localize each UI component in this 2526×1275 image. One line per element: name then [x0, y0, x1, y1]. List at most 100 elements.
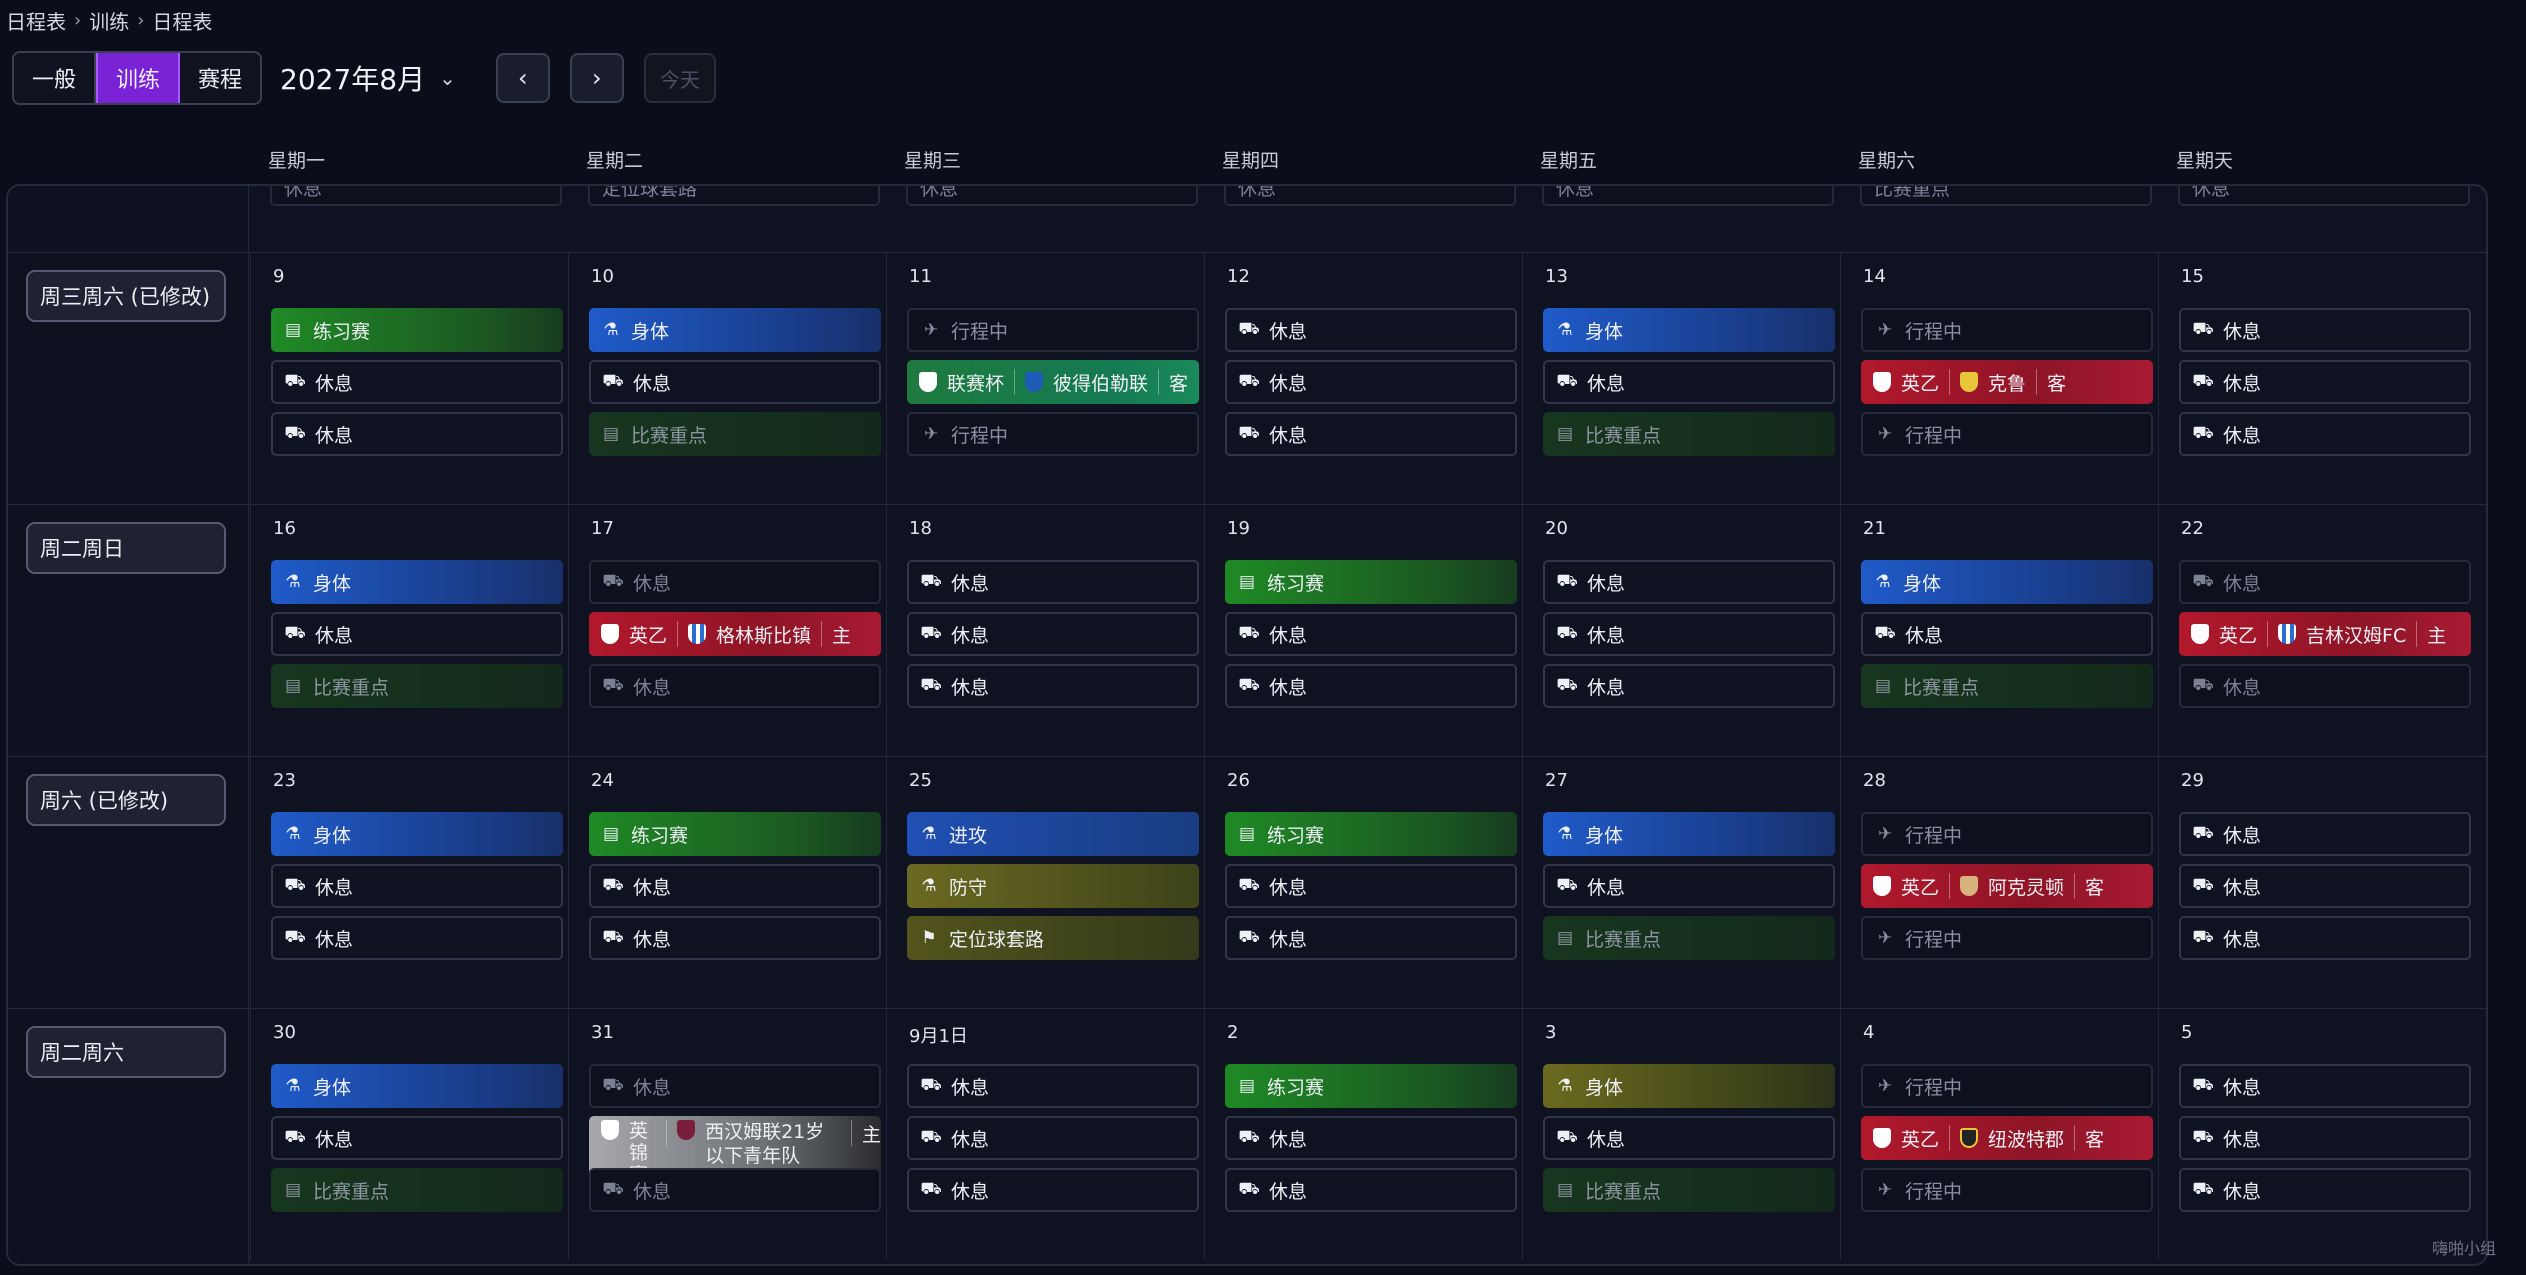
- training-session[interactable]: ✈ 行程中: [1861, 412, 2153, 456]
- training-session[interactable]: ⛟ 休息: [1225, 864, 1517, 908]
- training-session[interactable]: ▤ 练习赛: [1225, 1064, 1517, 1108]
- training-session[interactable]: ✈ 行程中: [1861, 1168, 2153, 1212]
- training-session[interactable]: ⛟ 休息: [907, 1064, 1199, 1108]
- match-event[interactable]: 英乙 克鲁客: [1861, 360, 2153, 404]
- training-session[interactable]: ⛟ 休息: [271, 412, 563, 456]
- training-session[interactable]: ⛟ 休息: [1543, 360, 1835, 404]
- training-session[interactable]: ▤ 练习赛: [1225, 812, 1517, 856]
- training-session[interactable]: ⛟ 休息: [1225, 308, 1517, 352]
- training-session[interactable]: ✈ 行程中: [1861, 308, 2153, 352]
- training-session[interactable]: ⚗ 身体: [1861, 560, 2153, 604]
- training-session[interactable]: ⛟ 休息: [2179, 864, 2471, 908]
- training-session[interactable]: ⚗ 身体: [271, 812, 563, 856]
- training-session[interactable]: ⛟ 休息: [1225, 1168, 1517, 1212]
- day-cell[interactable]: 31⛟休息英锦赛西汉姆联21岁以下青年队主⛟休息: [568, 1008, 887, 1260]
- day-cell[interactable]: 19 ▤ 练习赛 ⛟ 休息 ⛟ 休息: [1204, 504, 1523, 756]
- day-cell[interactable]: 5 ⛟ 休息 ⛟ 休息 ⛟ 休息: [2158, 1008, 2477, 1260]
- training-session[interactable]: ✈ 行程中: [1861, 1064, 2153, 1108]
- day-cell[interactable]: 24 ▤ 练习赛 ⛟ 休息 ⛟ 休息: [568, 756, 887, 1008]
- week-pattern-button[interactable]: 周三周六 (已修改): [26, 270, 226, 322]
- month-selector[interactable]: 2027年8月 ⌄: [280, 58, 456, 98]
- prev-month-button[interactable]: ‹: [495, 53, 550, 103]
- training-session[interactable]: ⛟ 休息: [271, 360, 563, 404]
- day-cell[interactable]: 9 ▤ 练习赛 ⛟ 休息 ⛟ 休息: [250, 252, 569, 504]
- training-session[interactable]: ⛟ 休息: [589, 1168, 881, 1212]
- day-cell[interactable]: 14 ✈ 行程中 英乙 克鲁客 ✈ 行程中: [1840, 252, 2159, 504]
- training-session[interactable]: ⛟ 休息: [1225, 412, 1517, 456]
- event-partial[interactable]: 休息: [270, 186, 562, 206]
- training-session[interactable]: ⚗ 身体: [271, 1064, 563, 1108]
- day-cell[interactable]: 28 ✈ 行程中 英乙 阿克灵顿客 ✈ 行程中: [1840, 756, 2159, 1008]
- breadcrumb-item-training[interactable]: 训练: [89, 10, 130, 34]
- day-cell[interactable]: 18 ⛟ 休息 ⛟ 休息 ⛟ 休息: [886, 504, 1205, 756]
- event-partial[interactable]: 休息: [2178, 186, 2470, 206]
- training-session[interactable]: ▤ 比赛重点: [589, 412, 881, 456]
- training-session[interactable]: ⚗ 身体: [1543, 308, 1835, 352]
- training-session[interactable]: ⛟ 休息: [2179, 560, 2471, 604]
- day-cell[interactable]: 3 ⚗ 身体 ⛟ 休息 ▤ 比赛重点: [1522, 1008, 1841, 1260]
- training-session[interactable]: ⛟ 休息: [271, 916, 563, 960]
- training-session[interactable]: ⛟ 休息: [589, 916, 881, 960]
- week-pattern-button[interactable]: 周二周六: [26, 1026, 226, 1078]
- training-session[interactable]: ⛟ 休息: [907, 1168, 1199, 1212]
- day-cell[interactable]: 23 ⚗ 身体 ⛟ 休息 ⛟ 休息: [250, 756, 569, 1008]
- training-session[interactable]: ⛟ 休息: [2179, 308, 2471, 352]
- day-cell[interactable]: 13 ⚗ 身体 ⛟ 休息 ▤ 比赛重点: [1522, 252, 1841, 504]
- training-session[interactable]: ⛟ 休息: [1225, 360, 1517, 404]
- training-session[interactable]: ⚗ 进攻: [907, 812, 1199, 856]
- training-session[interactable]: ⛟ 休息: [1225, 664, 1517, 708]
- match-event[interactable]: 英乙 纽波特郡客: [1861, 1116, 2153, 1160]
- training-session[interactable]: ⛟ 休息: [589, 664, 881, 708]
- training-session[interactable]: ▤ 比赛重点: [271, 1168, 563, 1212]
- training-session[interactable]: ✈ 行程中: [1861, 916, 2153, 960]
- training-session[interactable]: ⛟ 休息: [1543, 864, 1835, 908]
- week-pattern-button[interactable]: 周六 (已修改): [26, 774, 226, 826]
- next-month-button[interactable]: ›: [569, 53, 624, 103]
- training-session[interactable]: ⚑ 定位球套路: [907, 916, 1199, 960]
- training-session[interactable]: ▤ 比赛重点: [1543, 412, 1835, 456]
- training-session[interactable]: ⛟ 休息: [907, 560, 1199, 604]
- training-session[interactable]: ⛟ 休息: [589, 1064, 881, 1108]
- training-session[interactable]: ▤ 比赛重点: [1543, 916, 1835, 960]
- training-session[interactable]: ▤ 比赛重点: [1861, 664, 2153, 708]
- training-session[interactable]: ⛟ 休息: [1861, 612, 2153, 656]
- training-session[interactable]: ⛟ 休息: [271, 1116, 563, 1160]
- event-partial[interactable]: 比赛重点: [1860, 186, 2152, 206]
- day-cell[interactable]: 20 ⛟ 休息 ⛟ 休息 ⛟ 休息: [1522, 504, 1841, 756]
- training-session[interactable]: ⛟ 休息: [1225, 1116, 1517, 1160]
- training-session[interactable]: ⚗ 防守: [907, 864, 1199, 908]
- match-event[interactable]: 英乙 吉林汉姆FC 主: [2179, 612, 2471, 656]
- event-partial[interactable]: 休息: [1542, 186, 1834, 206]
- event-partial[interactable]: 定位球套路: [588, 186, 880, 206]
- day-cell[interactable]: 12 ⛟ 休息 ⛟ 休息 ⛟ 休息: [1204, 252, 1523, 504]
- training-session[interactable]: ⛟ 休息: [271, 864, 563, 908]
- training-session[interactable]: ▤ 比赛重点: [271, 664, 563, 708]
- training-session[interactable]: ⛟ 休息: [589, 864, 881, 908]
- day-cell[interactable]: 21 ⚗ 身体 ⛟ 休息 ▤ 比赛重点: [1840, 504, 2159, 756]
- day-cell[interactable]: 30 ⚗ 身体 ⛟ 休息 ▤ 比赛重点: [250, 1008, 569, 1260]
- training-session[interactable]: ⛟ 休息: [589, 360, 881, 404]
- training-session[interactable]: ⛟ 休息: [1225, 612, 1517, 656]
- day-cell[interactable]: 17 ⛟ 休息 英乙 格林斯比镇主 ⛟ 休息: [568, 504, 887, 756]
- training-session[interactable]: ⚗ 身体: [1543, 1064, 1835, 1108]
- training-session[interactable]: ⛟ 休息: [2179, 1168, 2471, 1212]
- training-session[interactable]: ▤ 练习赛: [1225, 560, 1517, 604]
- day-cell[interactable]: 25 ⚗ 进攻 ⚗ 防守 ⚑ 定位球套路: [886, 756, 1205, 1008]
- day-cell[interactable]: 29 ⛟ 休息 ⛟ 休息 ⛟ 休息: [2158, 756, 2477, 1008]
- match-event[interactable]: 英乙 格林斯比镇主: [589, 612, 881, 656]
- training-session[interactable]: ⛟ 休息: [271, 612, 563, 656]
- tab-fixtures[interactable]: 赛程: [180, 53, 260, 103]
- training-session[interactable]: ⛟ 休息: [2179, 916, 2471, 960]
- training-session[interactable]: ⛟ 休息: [1543, 612, 1835, 656]
- day-cell[interactable]: 11 ✈ 行程中 联赛杯 彼得伯勒联客 ✈ 行程中: [886, 252, 1205, 504]
- training-session[interactable]: ⛟ 休息: [2179, 1064, 2471, 1108]
- day-cell[interactable]: 10 ⚗ 身体 ⛟ 休息 ▤ 比赛重点: [568, 252, 887, 504]
- day-cell[interactable]: 2 ▤ 练习赛 ⛟ 休息 ⛟ 休息: [1204, 1008, 1523, 1260]
- match-event[interactable]: 联赛杯 彼得伯勒联客: [907, 360, 1199, 404]
- training-session[interactable]: ⛟ 休息: [1225, 916, 1517, 960]
- training-session[interactable]: ▤ 比赛重点: [1543, 1168, 1835, 1212]
- day-cell[interactable]: 9月1日 ⛟ 休息 ⛟ 休息 ⛟ 休息: [886, 1008, 1205, 1260]
- training-session[interactable]: ⛟ 休息: [907, 612, 1199, 656]
- breadcrumb-item-schedule[interactable]: 日程表: [6, 10, 66, 34]
- tab-general[interactable]: 一般: [14, 53, 96, 103]
